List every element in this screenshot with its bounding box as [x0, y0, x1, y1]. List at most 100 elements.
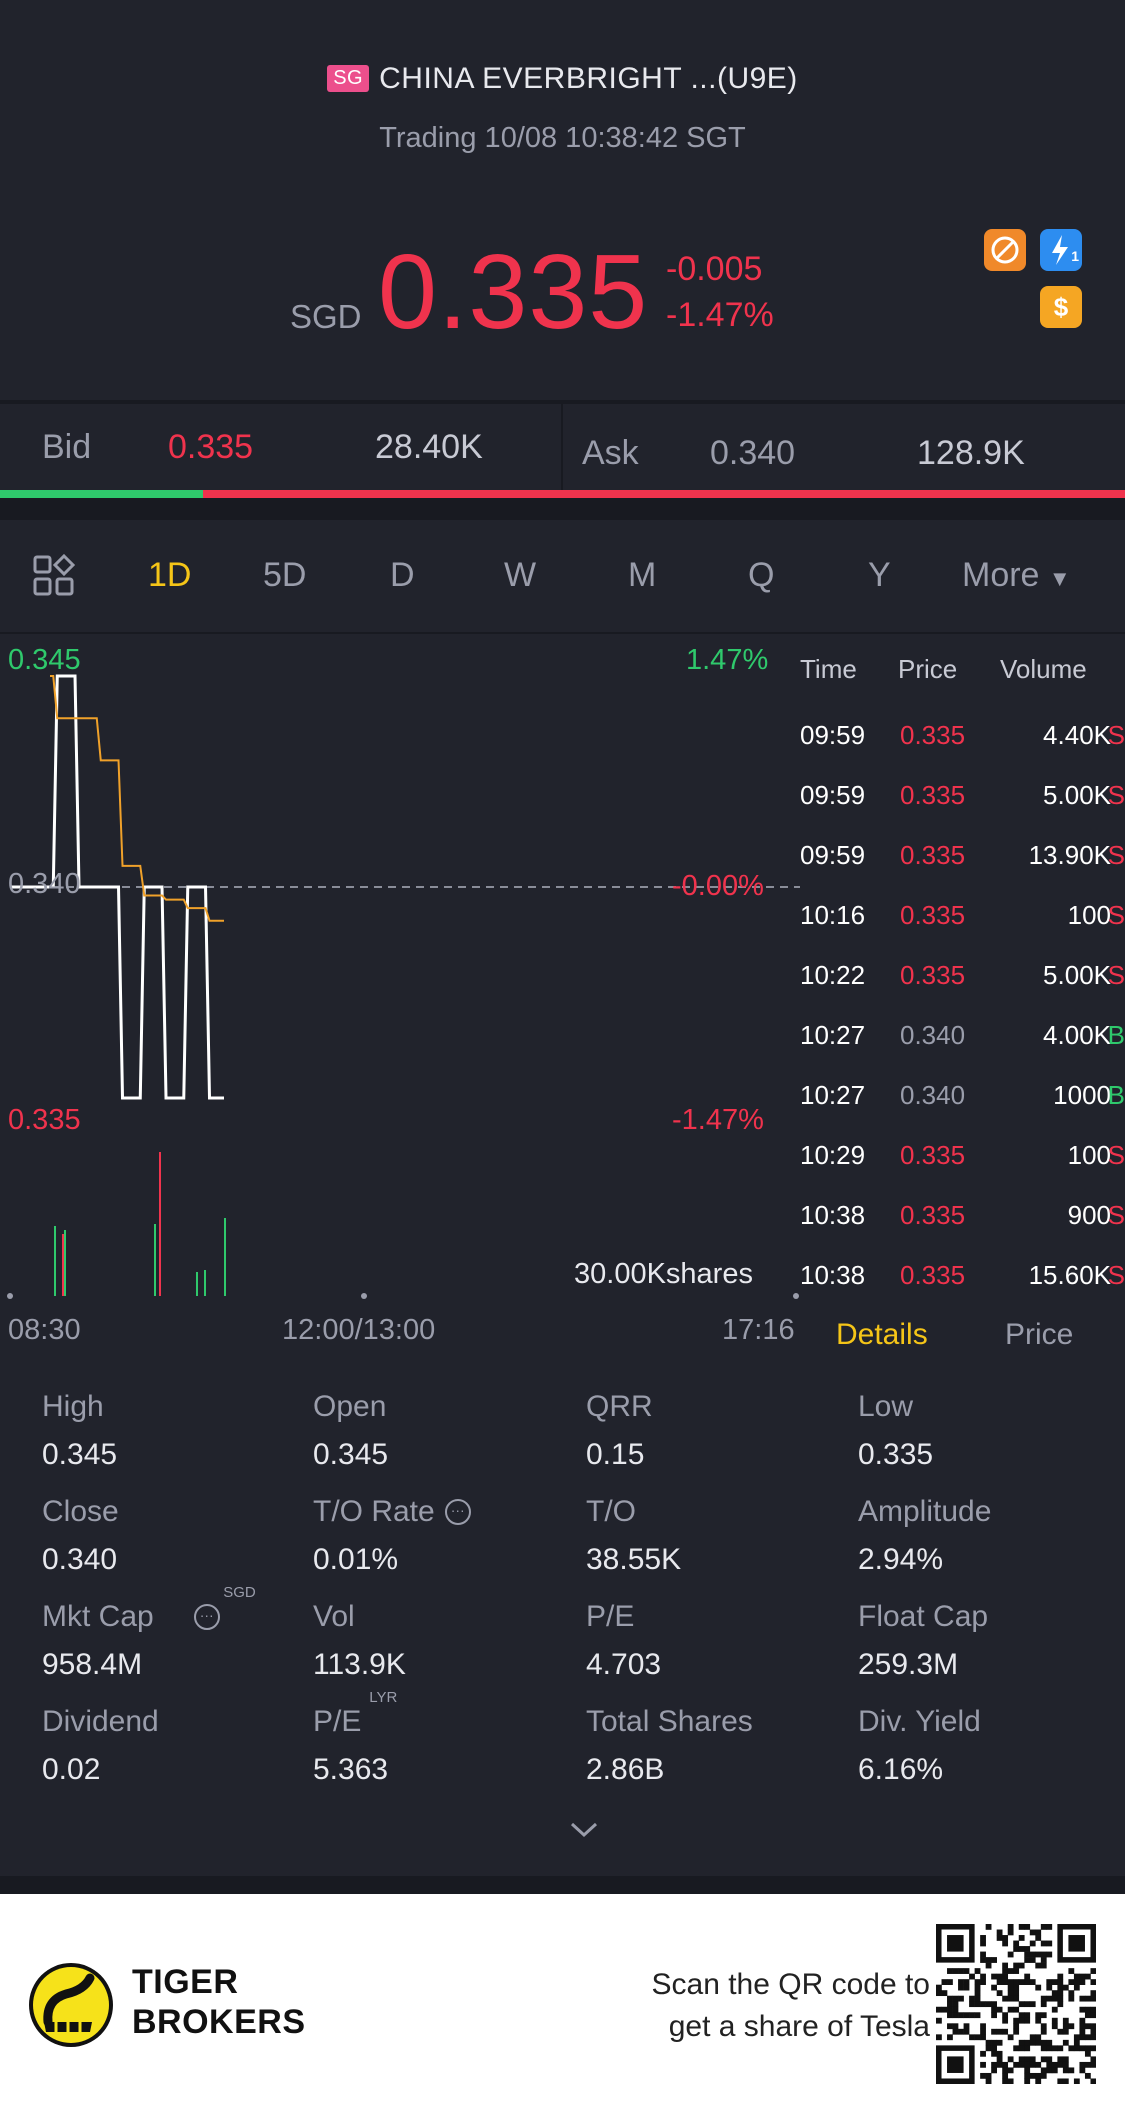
volume-bar	[64, 1230, 66, 1296]
tiger-logo-icon	[26, 1960, 116, 2055]
stat-value: 0.01%	[313, 1543, 399, 1576]
period-tabs: 1D 5D D W M Q Y More ▼	[0, 520, 1125, 632]
bid-label: Bid	[42, 428, 92, 466]
bid-ask-divider	[561, 404, 563, 490]
tab-price[interactable]: Price	[1005, 1318, 1074, 1351]
more-label: More	[962, 556, 1040, 594]
tick-time: 10:29	[800, 1140, 866, 1170]
stat-value: 113.9K	[313, 1648, 406, 1681]
tick-side: S	[1107, 720, 1125, 750]
stat-label: P/E LYR	[313, 1689, 398, 1738]
tick-price: 0.335	[900, 900, 966, 930]
tick-side: S	[1107, 960, 1125, 990]
tick-row: 09:59 0.335 5.00K S	[798, 780, 1125, 820]
tick-row: 10:22 0.335 5.00K S	[798, 960, 1125, 1000]
tick-volume: 15.60K	[1028, 1260, 1111, 1290]
change-percent: -1.47%	[666, 296, 774, 334]
ask-size: 128.9K	[917, 434, 1025, 472]
tab-w[interactable]: W	[504, 556, 537, 594]
stat-high: High 0.345	[42, 1390, 312, 1472]
x-axis-dot	[361, 1293, 367, 1299]
tick-row: 10:38 0.335 900 S	[798, 1200, 1125, 1240]
lightning-icon[interactable]: 1	[1040, 229, 1082, 271]
volume-bar	[159, 1152, 161, 1296]
dollar-icon[interactable]: $	[1040, 286, 1082, 328]
tick-price: 0.335	[900, 1260, 966, 1290]
tab-m[interactable]: M	[628, 556, 657, 594]
divider	[0, 498, 1125, 520]
stat-amplitude: Amplitude 2.94%	[858, 1495, 1125, 1577]
tab-5d[interactable]: 5D	[263, 556, 307, 594]
tab-y[interactable]: Y	[868, 556, 891, 594]
info-icon[interactable]: ···	[444, 1499, 471, 1525]
stat-label: Close	[42, 1495, 119, 1528]
stat-value: 38.55K	[586, 1543, 682, 1576]
volume-bar	[224, 1218, 226, 1296]
tick-time: 09:59	[800, 720, 866, 750]
tick-time: 10:16	[800, 900, 866, 930]
stat-close: Close 0.340	[42, 1495, 312, 1577]
y-axis-low: 0.335	[8, 1104, 81, 1136]
tick-volume: 4.40K	[1043, 720, 1111, 750]
tab-details[interactable]: Details	[836, 1318, 928, 1351]
change-value: -0.005	[666, 250, 763, 288]
stat-label: Open	[313, 1390, 387, 1423]
tab-d[interactable]: D	[390, 556, 415, 594]
divider	[0, 400, 1125, 404]
brand-line-1: TIGER	[132, 1963, 239, 2001]
ticks-header-volume: Volume	[1000, 654, 1087, 684]
ticks-header-price: Price	[898, 654, 958, 684]
tick-price: 0.335	[900, 1200, 966, 1230]
stat-float-cap: Float Cap 259.3M	[858, 1600, 1125, 1682]
stat-low: Low 0.335	[858, 1390, 1125, 1472]
tick-price: 0.335	[900, 720, 966, 750]
tab-1d[interactable]: 1D	[148, 556, 192, 594]
tick-row: 09:59 0.335 13.90K S	[798, 840, 1125, 880]
promo-footer: TIGER BROKERS Scan the QR code to get a …	[0, 1894, 1125, 2113]
stat-label: P/E	[586, 1600, 635, 1633]
pct-axis-low: -1.47%	[672, 1104, 764, 1136]
x-axis-dot	[793, 1293, 799, 1299]
stat-value: 958.4M	[42, 1648, 143, 1681]
scan-line-1: Scan the QR code to	[651, 1968, 931, 2001]
tick-row: 10:27 0.340 1000 B	[798, 1080, 1125, 1120]
tick-side: B	[1107, 1020, 1125, 1050]
tab-q[interactable]: Q	[748, 556, 775, 594]
stat-vol: Vol 113.9K	[313, 1600, 583, 1682]
volume-bar	[154, 1224, 156, 1296]
pct-axis-high: 1.47%	[686, 644, 769, 676]
stat-mkt-cap: Mkt Cap SGD ··· 958.4M	[42, 1584, 312, 1682]
scan-line-2: get a share of Tesla	[668, 2010, 930, 2043]
volume-bar	[54, 1226, 56, 1296]
stat-value: 0.345	[313, 1438, 389, 1471]
average-line	[50, 675, 224, 922]
info-icon[interactable]: ···	[193, 1604, 220, 1630]
qr-code-icon[interactable]	[936, 1924, 1096, 2084]
chevron-down-icon[interactable]	[566, 1818, 602, 1847]
tick-row: 10:16 0.335 100 S	[798, 900, 1125, 940]
stat-label: Div. Yield	[858, 1705, 981, 1738]
layout-icon[interactable]	[32, 553, 76, 603]
stat-value: 5.363	[313, 1753, 389, 1786]
tick-volume: 4.00K	[1043, 1020, 1111, 1050]
scan-text: Scan the QR code to get a share of Tesla	[652, 1964, 931, 2048]
stat-p-e: P/E 4.703	[586, 1600, 856, 1682]
currency-label: SGD	[290, 298, 362, 335]
lightning-count: 1	[1071, 248, 1079, 264]
stat-value: 2.94%	[858, 1543, 944, 1576]
no-short-icon[interactable]	[984, 229, 1026, 271]
volume-bar	[196, 1272, 198, 1296]
tick-side: S	[1107, 1260, 1125, 1290]
trade-ticks-panel: Time Price Volume 09:59 0.335 4.40K S 09:59 0…	[798, 634, 1125, 1354]
caret-down-icon: ▼	[1048, 566, 1071, 591]
stat-superscript: SGD	[223, 1584, 256, 1601]
brand-name: TIGER BROKERS	[132, 1962, 306, 2042]
tick-time: 10:38	[800, 1200, 866, 1230]
tick-time: 10:38	[800, 1260, 866, 1290]
more-dropdown[interactable]: More ▼	[962, 556, 1071, 595]
stat-label: T/O Rate ···	[313, 1495, 471, 1529]
stock-title[interactable]: SG CHINA EVERBRIGHT ...(U9E)	[0, 62, 1125, 96]
tick-volume: 5.00K	[1043, 780, 1111, 810]
intraday-chart[interactable]: 0.345 0.340 0.335 1.47% -0.00% -1.47% 30…	[0, 634, 800, 1354]
ask-price: 0.340	[710, 434, 796, 472]
